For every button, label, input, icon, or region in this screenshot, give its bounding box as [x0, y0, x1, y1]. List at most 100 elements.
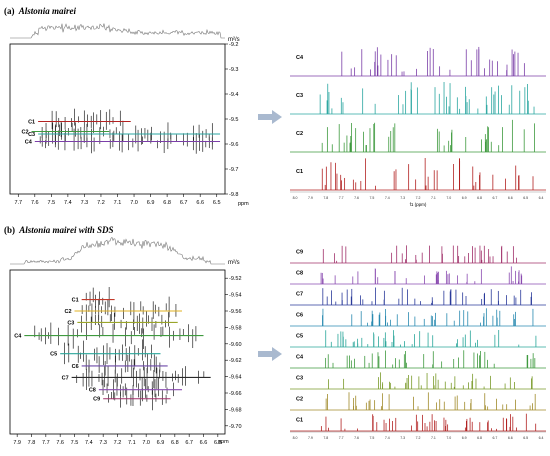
panel-b-yunit: m²/s	[228, 260, 240, 266]
panel-a-yunit: m²/s	[228, 37, 240, 43]
x-tick-label: 6.7	[180, 200, 188, 206]
x-tick-label: 7.1	[114, 200, 122, 206]
y-tick-label: -9.58	[229, 325, 242, 331]
spectra-tick-label: 7.5	[369, 196, 374, 200]
x-tick-label: 7.6	[56, 440, 64, 446]
spectra-tick-label: 6.5	[523, 196, 528, 200]
spectrum-label: C9	[296, 250, 303, 256]
panel-a-xunit: ppm	[238, 201, 249, 207]
spectrum-label: C7	[296, 292, 303, 298]
spectrum-label: C1	[296, 418, 303, 424]
x-tick-label: 7.4	[64, 200, 72, 206]
spectrum-label: C5	[296, 334, 303, 340]
component-label: C9	[93, 397, 100, 403]
y-tick-label: -9.5	[229, 117, 238, 123]
panel-b-arrow	[258, 347, 282, 361]
spectrum-label: C3	[296, 376, 303, 382]
component-label: C1	[72, 298, 79, 304]
spectra-tick-label: 6.9	[462, 196, 467, 200]
y-tick-label: -9.8	[229, 192, 238, 198]
x-tick-label: 7.4	[85, 440, 93, 446]
spectra-tick-label: 7.7	[339, 436, 344, 440]
y-tick-label: -9.66	[229, 391, 242, 397]
spectra-tick-label: 7.1	[431, 196, 436, 200]
x-tick-label: 6.6	[196, 200, 204, 206]
spectrum-label: C1	[296, 169, 303, 175]
panel-b-peaks	[34, 286, 205, 411]
y-tick-label: -9.2	[229, 42, 238, 48]
spectrum-label: C4	[296, 55, 304, 61]
spectra-tick-label: 8.0	[293, 436, 298, 440]
spectra-tick-label: 7.9	[308, 436, 313, 440]
x-tick-label: 6.9	[147, 200, 155, 206]
component-label: C8	[89, 388, 96, 394]
component-label: C4	[14, 334, 22, 340]
component-label: C6	[72, 364, 79, 370]
component-label: C2	[21, 130, 28, 136]
spectra-tick-label: 8.0	[293, 196, 298, 200]
panel-b-plot-frame	[9, 269, 226, 435]
x-tick-label: 7.7	[42, 440, 50, 446]
x-tick-label: 7.8	[28, 440, 36, 446]
spectra-tick-label: 7.4	[385, 436, 390, 440]
panel-a-projection-spectrum	[10, 23, 225, 39]
spectra-tick-label: 7.2	[416, 436, 421, 440]
y-tick-label: -9.7	[229, 167, 238, 173]
component-label: C5	[50, 352, 57, 358]
y-tick-label: -9.3	[229, 67, 238, 73]
spectra-tick-label: 7.8	[323, 436, 328, 440]
spectrum-label: C2	[296, 397, 303, 403]
component-label: C7	[62, 375, 69, 381]
y-tick-label: -9.68	[229, 407, 242, 413]
panel-a-title: (a) Alstonia mairei	[4, 6, 77, 16]
x-tick-label: 7.9	[13, 440, 21, 446]
x-tick-label: 7.1	[128, 440, 136, 446]
y-tick-label: -9.60	[229, 342, 242, 348]
panel-a-x-ticks: 7.7 7.6 7.5 7.4 7.3 7.2 7.1 7.0 6.9 6.8 6.7 6.6 6.5	[14, 194, 221, 206]
spectra-tick-label: 7.9	[308, 196, 313, 200]
spectra-tick-label: 6.9	[462, 436, 467, 440]
spectra-tick-label: 6.7	[492, 196, 497, 200]
y-tick-label: -9.64	[229, 375, 242, 381]
x-tick-label: 6.9	[157, 440, 165, 446]
panel-b-projection-spectrum	[10, 236, 225, 265]
component-label: C3	[67, 320, 74, 326]
panel-a-component-spectra: C4 C3 C2 C1 8.0 7.9 7.8 7.7 7.6 7.5 7.4 7.3 7.2 7.1 7.…	[290, 46, 546, 207]
spectrum-label: C6	[296, 313, 303, 319]
spectra-tick-label: 6.4	[539, 436, 544, 440]
spectra-tick-label: 7.5	[369, 436, 374, 440]
x-tick-label: 7.0	[130, 200, 138, 206]
spectrum-label: C8	[296, 271, 303, 277]
spectra-tick-label: 7.3	[400, 436, 405, 440]
y-tick-label: -9.4	[229, 92, 238, 98]
spectra-xlabel: f1 (ppm)	[410, 202, 427, 207]
panel-b-component-spectra: C9 C8 C7 C6 C5 C4 C3 C2 C1 8.0 7.9 7.8 7.7 7.6 7.5 7.4 7…	[290, 245, 546, 440]
spectra-tick-label: 6.8	[477, 436, 482, 440]
spectra-tick-label: 7.2	[416, 196, 421, 200]
y-tick-label: -9.62	[229, 358, 242, 364]
spectra-tick-label: 7.6	[354, 436, 359, 440]
x-tick-label: 7.5	[48, 200, 56, 206]
panel-b-y-ticks: -9.70 -9.68 -9.66 -9.64 -9.62 -9.60 -9.58 -9.56…	[225, 276, 242, 430]
panel-a-plot-frame	[9, 43, 226, 195]
spectra-tick-label: 7.1	[431, 436, 436, 440]
y-tick-label: -9.70	[229, 424, 242, 430]
x-tick-label: 7.3	[81, 200, 89, 206]
spectra-tick-label: 7.0	[446, 436, 451, 440]
spectra-tick-label: 7.7	[339, 196, 344, 200]
x-tick-label: 7.7	[14, 200, 22, 206]
spectra-tick-label: 7.6	[354, 196, 359, 200]
panel-b-title: (b) Alstonia mairei with SDS	[4, 225, 114, 235]
panel-b-xunit: ppm	[218, 439, 229, 445]
spectra-tick-label: 6.6	[508, 196, 513, 200]
spectrum-label: C3	[296, 93, 303, 99]
spectra-tick-label: 7.8	[323, 196, 328, 200]
spectra-tick-label: 6.5	[523, 436, 528, 440]
x-tick-label: 7.3	[99, 440, 107, 446]
y-tick-label: -9.54	[229, 293, 242, 299]
x-tick-label: 6.6	[200, 440, 208, 446]
